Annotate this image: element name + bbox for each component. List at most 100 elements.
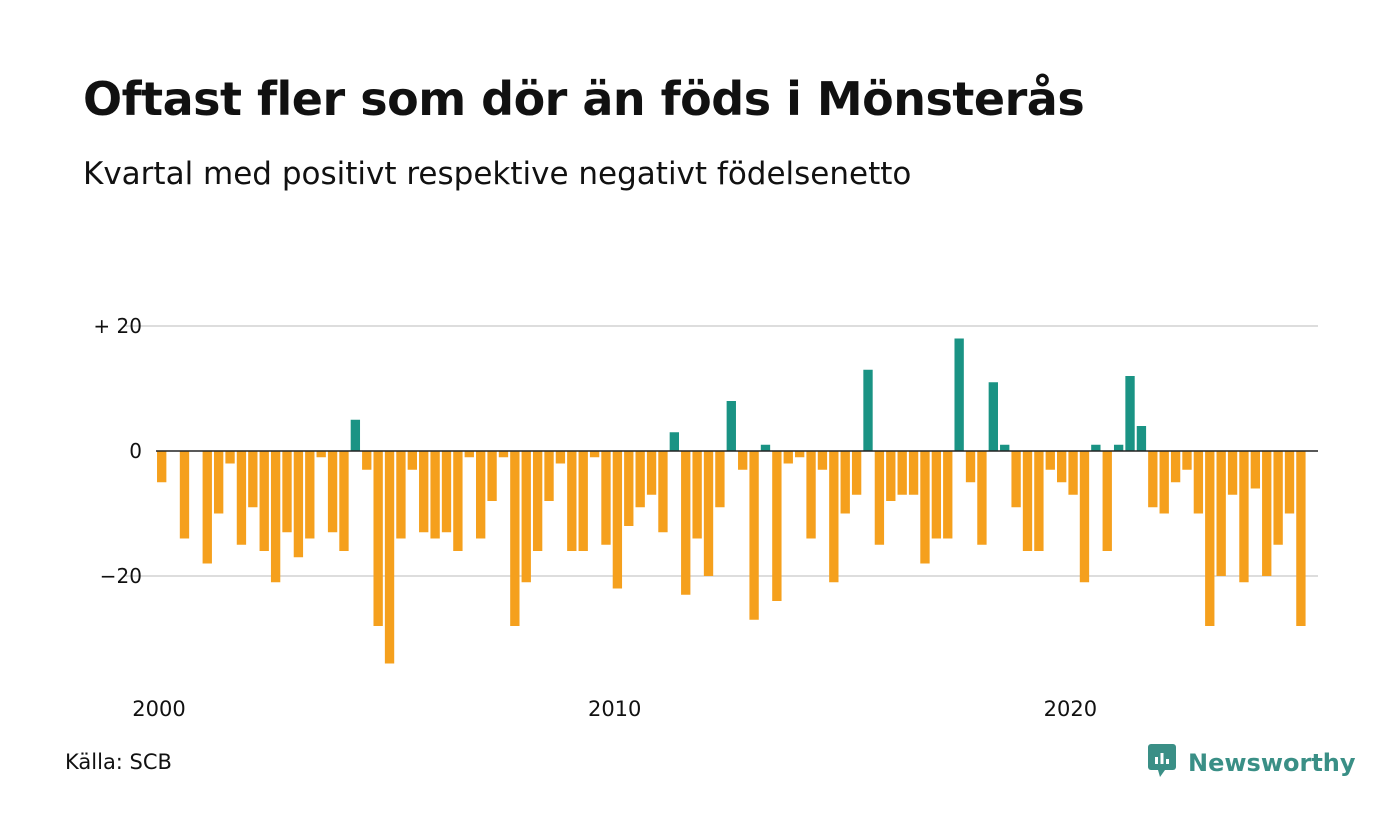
bar-negative: 2005 Q2: -14 (396, 451, 406, 539)
bar-negative: 2008 Q2: -16 (532, 451, 543, 551)
x-tick-label: 2020 (1044, 697, 1097, 721)
bar-negative: 2022 Q2: -5 (1170, 451, 1181, 483)
bar-negative: 2009 Q3: -1 (589, 451, 600, 458)
gridlines (126, 325, 1318, 577)
bar-negative: 2023 Q4: -21 (1239, 451, 1249, 583)
bar-negative: 2016 Q3: -7 (908, 451, 919, 495)
bar-positive: 2017 Q3: 18 (954, 338, 964, 451)
bar-positive: 2013 Q2: 1 (760, 444, 771, 451)
bar-negative: 2012 Q2: -9 (715, 451, 725, 508)
bar-negative: 2002 Q1: -9 (248, 451, 258, 508)
bar-negative: 2013 Q3: -24 (772, 451, 782, 601)
bar-negative: 2022 Q1: -10 (1159, 451, 1169, 514)
bar-negative: 2021 Q4: -9 (1148, 451, 1158, 508)
newsworthy-logo-icon (1148, 744, 1178, 782)
bar-negative: 2000 Q3: -14 (179, 451, 190, 539)
axes: + 20 0 −20 2000 2010 2020 (93, 314, 1318, 721)
bar-negative: 2006 Q1: -14 (430, 451, 440, 539)
bar-negative: 2018 Q1: -15 (977, 451, 987, 545)
bar-negative: 2007 Q4: -28 (510, 451, 520, 626)
bar-negative: 2008 Q1: -21 (521, 451, 531, 583)
bar-positive: 2021 Q2: 12 (1125, 376, 1135, 451)
bar-negative: 2005 Q3: -3 (407, 451, 417, 470)
bar-negative: 2023 Q3: -7 (1227, 451, 1238, 495)
y-tick-label: + 20 (93, 314, 142, 338)
bar-negative: 2014 Q4: -21 (829, 451, 839, 583)
bar-negative: 2001 Q4: -15 (236, 451, 247, 545)
bar-negative: 2023 Q2: -20 (1216, 451, 1226, 576)
brand-name: Newsworthy (1188, 749, 1356, 777)
bar-negative: 2002 Q3: -21 (270, 451, 281, 583)
bar-negative: 2001 Q3: -2 (225, 451, 235, 464)
bar-negative: 2024 Q4: -10 (1284, 451, 1295, 514)
bar-negative: 2004 Q3: -3 (362, 451, 372, 470)
bar-positive: 2021 Q3: 4 (1136, 426, 1147, 451)
bar-negative: 2016 Q4: -18 (920, 451, 930, 564)
bar-negative: 2002 Q2: -16 (259, 451, 269, 551)
bar-negative: 2012 Q1: -20 (703, 451, 714, 576)
bar-positive: 2020 Q3: 1 (1091, 444, 1101, 451)
bar-negative: 2005 Q1: -34 (384, 451, 395, 664)
bar-negative: 2011 Q4: -14 (692, 451, 702, 539)
bar-negative: 2010 Q3: -9 (635, 451, 645, 508)
bar-negative: 2003 Q2: -14 (305, 451, 315, 539)
bar-negative: 2013 Q4: -2 (783, 451, 793, 464)
bar-negative: 2015 Q4: -15 (874, 451, 885, 545)
bar-negative: 2019 Q1: -16 (1022, 451, 1033, 551)
bar-negative: 2004 Q1: -16 (339, 451, 349, 551)
bar-negative: 2014 Q2: -14 (806, 451, 816, 539)
bar-negative: 2022 Q4: -10 (1193, 451, 1204, 514)
bar-negative: 2009 Q4: -15 (601, 451, 611, 545)
bar-negative: 2020 Q1: -7 (1068, 451, 1078, 495)
bar-negative: 2004 Q4: -28 (373, 451, 383, 626)
bar-negative: 2006 Q4: -1 (464, 451, 474, 458)
bar-negative: 2007 Q1: -14 (476, 451, 486, 539)
bar-negative: 2019 Q4: -5 (1057, 451, 1067, 483)
bar-negative: 2010 Q2: -12 (624, 451, 634, 526)
bar-negative: 2024 Q2: -20 (1262, 451, 1272, 576)
bar-negative: 2013 Q1: -27 (749, 451, 759, 620)
x-tick-label: 2000 (132, 697, 185, 721)
bar-negative: 2008 Q4: -2 (555, 451, 566, 464)
bar-negative: 2010 Q1: -22 (612, 451, 623, 589)
bar-negative: 2025 Q1: -28 (1296, 451, 1306, 626)
bar-negative: 2023 Q1: -28 (1205, 451, 1215, 626)
bar-negative: 2009 Q1: -16 (567, 451, 577, 551)
bar-negative: 2017 Q1: -14 (931, 451, 942, 539)
bar-negative: 2001 Q2: -10 (213, 451, 224, 514)
chart-subtitle: Kvartal med positivt respektive negativt… (83, 156, 912, 192)
bar-positive: 2018 Q3: 1 (1000, 444, 1010, 451)
bar-positive: 2004 Q2: 5 (350, 419, 361, 451)
bar-negative: 2018 Q4: -9 (1011, 451, 1021, 508)
bar-negative: 2001 Q1: -18 (202, 451, 212, 564)
bar-positive: 2015 Q3: 13 (863, 369, 873, 451)
bar-negative: 2002 Q4: -13 (282, 451, 292, 533)
bar-negative: 2012 Q4: -3 (738, 451, 748, 470)
bar-negative: 2024 Q3: -15 (1273, 451, 1283, 545)
bar-negative: 2016 Q1: -8 (886, 451, 896, 501)
bar-negative: 2017 Q4: -5 (965, 451, 976, 483)
bar-negative: 2008 Q3: -8 (544, 451, 554, 501)
bar-negative: 2005 Q4: -13 (419, 451, 429, 533)
bar-negative: 2007 Q3: -1 (498, 451, 509, 458)
bar-negative: 2020 Q4: -16 (1102, 451, 1112, 551)
x-tick-label: 2010 (588, 697, 641, 721)
bar-negative: 2014 Q3: -3 (817, 451, 828, 470)
bar-negative: 2006 Q3: -16 (453, 451, 463, 551)
bar-negative: 2017 Q2: -14 (943, 451, 953, 539)
brand[interactable]: Newsworthy (1148, 744, 1356, 782)
chart-title: Oftast fler som dör än föds i Mönsterås (83, 72, 1085, 126)
bar-negative: 2007 Q2: -8 (487, 451, 497, 501)
y-tick-label: −20 (100, 564, 142, 588)
bar-negative: 2015 Q1: -10 (840, 451, 850, 514)
source-note: Källa: SCB (65, 750, 172, 774)
bar-negative: 2016 Q2: -7 (897, 451, 907, 495)
bar-negative: 2009 Q2: -16 (578, 451, 588, 551)
bar-negative: 2015 Q2: -7 (851, 451, 862, 495)
y-tick-label: 0 (129, 439, 142, 463)
bar-negative: 2011 Q3: -23 (681, 451, 691, 595)
bars: 2000 Q1: -52000 Q3: -142001 Q1: -182001 … (157, 338, 1306, 664)
bar-positive: 2011 Q2: 3 (669, 432, 680, 451)
bar-positive: 2012 Q3: 8 (726, 401, 736, 451)
